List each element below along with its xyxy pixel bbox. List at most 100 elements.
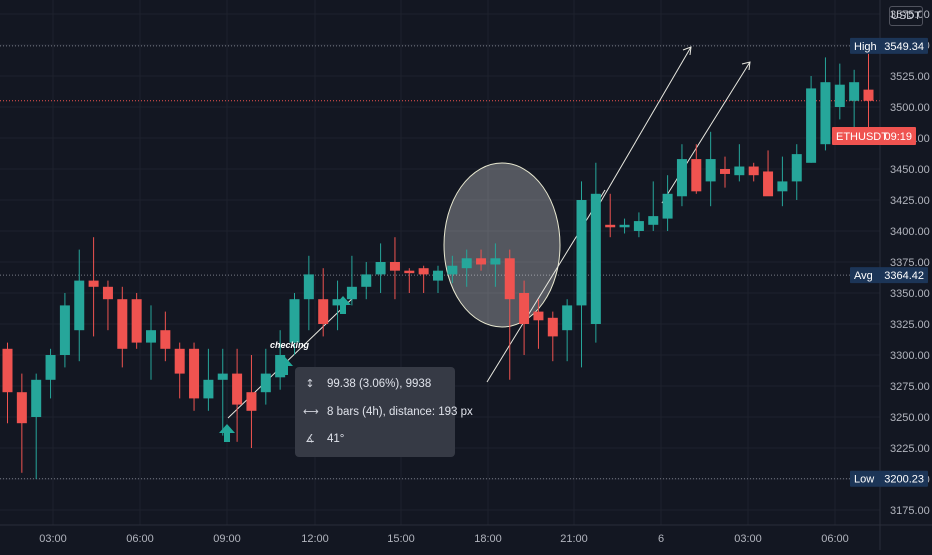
x-tick-label: 03:00 — [39, 533, 67, 545]
angle-icon: ∡ — [305, 432, 315, 445]
tag-low-value: 3200.23 — [884, 474, 924, 486]
candle — [361, 262, 372, 300]
x-tick-label: 09:00 — [213, 533, 241, 545]
candle — [45, 348, 56, 399]
candle — [619, 218, 630, 234]
candle — [662, 175, 673, 231]
y-tick-label: 3325.00 — [890, 319, 930, 331]
y-tick-label: 3425.00 — [890, 195, 930, 207]
candle-body — [777, 181, 788, 192]
annotation-checking: checking — [270, 340, 310, 350]
price-range-icon: ↕ — [305, 377, 315, 390]
candle — [605, 193, 616, 238]
tag-low-text: Low — [854, 474, 874, 486]
x-tick-label: 03:00 — [734, 533, 762, 545]
candle-body — [576, 200, 587, 306]
x-tick-label: 18:00 — [474, 533, 502, 545]
candle — [763, 150, 774, 197]
ellipse-drawing — [443, 162, 561, 328]
candle-body — [31, 379, 42, 417]
candle — [490, 243, 501, 287]
candle — [820, 57, 831, 151]
candle — [834, 63, 845, 120]
y-tick-label: 3175.00 — [890, 505, 930, 517]
candle — [691, 144, 702, 194]
price-tags: High 3549.34 Avg 3364.42 Low 3200.23 ETHUSDT09… — [832, 37, 928, 487]
candle — [849, 69, 860, 132]
tooltip-angle: 41° — [327, 432, 345, 445]
candle — [16, 373, 27, 473]
tooltip-price-row: ↕ 99.38 (3.06%), 9938 — [303, 377, 431, 390]
candle-body — [404, 270, 415, 274]
y-tick-label: 3225.00 — [890, 443, 930, 455]
candle-body — [232, 373, 243, 405]
candle — [461, 249, 472, 287]
candle-body — [146, 330, 156, 343]
candle — [433, 265, 443, 293]
x-tick-label: 21:00 — [560, 533, 588, 545]
countdown-text: 09:19 — [884, 131, 912, 143]
candle-body — [734, 166, 745, 176]
up-arrow-marker — [219, 424, 235, 442]
candle-body — [820, 82, 831, 145]
candle — [791, 144, 802, 200]
candle-body — [131, 299, 142, 343]
tag-avg-text: Avg — [854, 270, 873, 282]
candle — [734, 144, 745, 182]
candle-body — [318, 299, 329, 324]
candle-body — [519, 293, 530, 324]
candle — [59, 293, 70, 368]
candle-body — [849, 82, 860, 101]
candle — [189, 342, 200, 411]
candle-body — [633, 221, 644, 231]
candle-body — [461, 258, 472, 269]
tag-low: Low 3200.23 — [850, 470, 928, 487]
candle-body — [447, 265, 458, 275]
candle-body — [74, 280, 85, 331]
y-tick-label: 3575.00 — [890, 9, 930, 21]
symbol-tag-bg — [832, 127, 916, 145]
candle-body — [361, 274, 372, 287]
candle — [547, 311, 558, 362]
candle — [633, 212, 644, 238]
x-tick-label: 06:00 — [126, 533, 154, 545]
y-tick-label: 3400.00 — [890, 226, 930, 238]
candle — [806, 76, 817, 163]
candle — [332, 280, 343, 331]
tooltip-bars-row: ⟷ 8 bars (4h), distance: 193 px — [303, 405, 473, 418]
candle-body — [763, 171, 774, 197]
tag-high: High 3549.34 — [850, 37, 928, 54]
candle — [88, 237, 99, 337]
x-axis: 03:00 06:00 09:00 12:00 15:00 18:00 21:00 6 03:0… — [0, 524, 932, 545]
symbol-tag-text: ETHUSDT — [836, 131, 888, 143]
tag-low-bg — [850, 470, 928, 487]
tag-high-bg — [850, 37, 928, 54]
candle — [705, 131, 716, 207]
currency-label[interactable]: USDT — [889, 6, 923, 26]
candle — [676, 144, 687, 207]
candle-body — [102, 286, 113, 300]
tag-high-text: High — [854, 41, 877, 53]
candle-body — [662, 193, 673, 219]
candle-body — [174, 348, 185, 374]
candle-body — [547, 317, 558, 337]
candle — [117, 286, 128, 368]
candle-body — [705, 159, 716, 182]
y-tick-label: 3250.00 — [890, 412, 930, 424]
drawing-tools — [219, 46, 751, 442]
grid — [0, 0, 880, 525]
y-tick-label: 3525.00 — [890, 71, 930, 83]
arrow-head-1 — [682, 46, 692, 56]
candle-body — [203, 379, 214, 399]
y-tick-label: 3275.00 — [890, 381, 930, 393]
candle — [562, 299, 573, 362]
candle-body — [88, 280, 99, 287]
candle — [146, 305, 156, 380]
candle — [102, 280, 113, 331]
candle-body — [16, 392, 27, 424]
candle-body — [648, 216, 659, 225]
candle — [404, 268, 415, 293]
